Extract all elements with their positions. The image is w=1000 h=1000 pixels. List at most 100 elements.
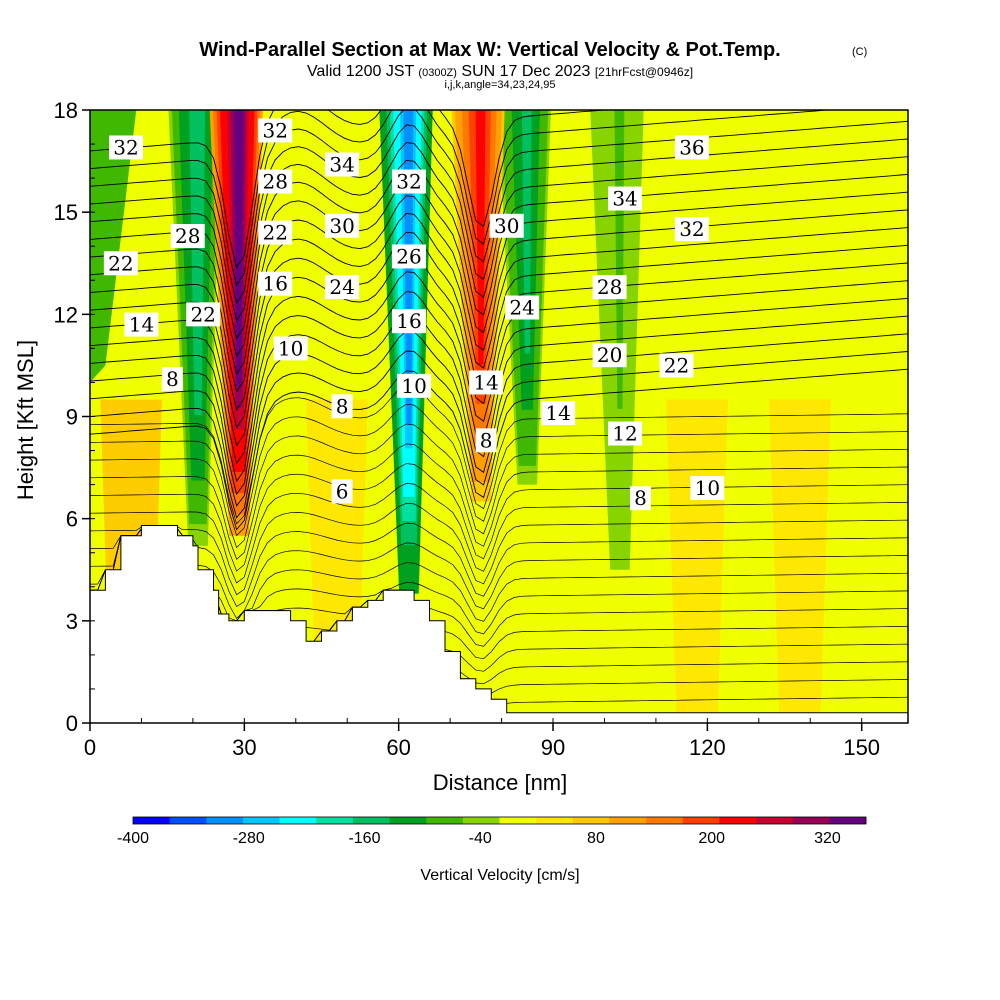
colorbar-swatch <box>829 817 867 824</box>
isentrope-15 <box>90 403 908 537</box>
contour-label-text: 12 <box>612 422 637 446</box>
colorbar-swatch <box>169 817 207 824</box>
contour-label-text: 22 <box>108 251 133 275</box>
colorbar-swatch <box>572 817 610 824</box>
velocity-band-u1-7 <box>475 110 486 365</box>
isentrope-27 <box>90 177 908 376</box>
contour-label-17: 26 <box>391 244 426 269</box>
velocity-band-d3-7 <box>614 110 625 409</box>
contour-label-9: 16 <box>258 271 293 296</box>
isentrope-32 <box>90 110 833 287</box>
isentrope-33 <box>90 110 611 269</box>
contour-label-10: 10 <box>273 336 308 361</box>
contour-label-text: 10 <box>401 374 426 398</box>
colorbar-swatch <box>426 817 464 824</box>
colorbar-tick-label: -280 <box>233 830 265 847</box>
contour-label-11: 34 <box>325 152 360 177</box>
contour-label-12: 30 <box>325 213 360 238</box>
y-tick-label: 3 <box>66 609 78 634</box>
colorbar-swatch <box>279 817 317 824</box>
contour-label-text: 28 <box>175 224 200 248</box>
contour-label-27: 12 <box>608 421 643 446</box>
contour-label-31: 36 <box>674 135 709 160</box>
x-tick-label: 0 <box>84 735 96 760</box>
colorbar-tick-label: -400 <box>117 830 149 847</box>
contour-label-33: 10 <box>690 476 725 501</box>
chart-params: i,j,k,angle=34,23,24,95 <box>444 79 555 91</box>
isentrope-26 <box>90 195 908 393</box>
x-tick-label: 90 <box>541 735 565 760</box>
colorbar-swatch <box>646 817 684 824</box>
contour-label-text: 10 <box>278 336 303 360</box>
x-tick-label: 30 <box>232 735 256 760</box>
colorbar-tick-label: -160 <box>348 830 380 847</box>
colorbar-swatch <box>352 817 390 824</box>
contour-label-23: 8 <box>475 428 497 453</box>
x-tick-label: 120 <box>689 735 726 760</box>
contour-label-text: 16 <box>262 272 287 296</box>
colorbar-tick-label: 320 <box>814 830 841 847</box>
contour-labels: 32 22 14 8 28 22 32 28 22 16 10 34 30 24 8 6 32 26 16 10 30 2… <box>103 118 725 511</box>
contour-label-22: 14 <box>469 370 504 395</box>
colorbar-tick-label: -40 <box>469 830 492 847</box>
contour-label-30: 32 <box>674 217 709 242</box>
contour-label-text: 32 <box>679 217 704 241</box>
x-tick-label: 60 <box>386 735 410 760</box>
contour-label-16: 32 <box>391 169 426 194</box>
contour-label-text: 32 <box>396 170 421 194</box>
isentrope-13 <box>90 443 908 560</box>
chart-title: Wind-Parallel Section at Max W: Vertical… <box>199 39 780 61</box>
contour-label-text: 22 <box>190 302 215 326</box>
isentrope-23 <box>90 251 908 447</box>
isentrope-8 <box>90 525 908 619</box>
isentrope-31 <box>90 110 908 305</box>
x-tick-label: 150 <box>843 735 880 760</box>
colorbar-swatch <box>719 817 757 824</box>
contour-label-13: 24 <box>325 275 360 300</box>
colorbar-swatch <box>462 817 500 824</box>
isentrope-16 <box>90 384 908 525</box>
weak-swath-3 <box>769 399 831 717</box>
colorbar-swatch <box>792 817 830 824</box>
colorbar-tick-label: 200 <box>698 830 725 847</box>
colorbar-frame <box>132 816 867 825</box>
isentrope-25 <box>90 212 908 411</box>
contour-label-0: 32 <box>109 135 144 160</box>
copyright-mark: (C) <box>852 46 867 58</box>
contour-label-text: 8 <box>166 367 179 391</box>
contour-label-25: 28 <box>592 275 627 300</box>
isentrope-14 <box>90 423 908 549</box>
contour-label-1: 22 <box>103 251 138 276</box>
isentrope-30 <box>90 124 908 322</box>
y-tick-label: 15 <box>54 200 78 225</box>
contour-label-29: 34 <box>608 186 643 211</box>
weak-swath-4 <box>830 399 893 717</box>
colorbar-swatch <box>609 817 647 824</box>
contour-label-text: 34 <box>612 187 637 211</box>
colorbar: -400 -280 -160 -40 80 200 320 <box>117 816 867 847</box>
contour-label-text: 14 <box>473 370 498 394</box>
contour-label-20: 30 <box>489 213 524 238</box>
contour-label-18: 16 <box>391 309 426 334</box>
isentrope-28 <box>90 159 908 358</box>
y-tick-label: 9 <box>66 405 78 430</box>
colorbar-swatch <box>536 817 574 824</box>
contour-label-24: 14 <box>541 401 576 426</box>
contour-label-text: 26 <box>396 244 421 268</box>
contour-label-text: 24 <box>509 296 534 320</box>
contour-label-text: 16 <box>396 309 421 333</box>
contour-label-text: 8 <box>480 428 493 452</box>
colorbar-swatch <box>756 817 793 824</box>
isentrope-18 <box>90 350 908 519</box>
isentrope-17 <box>90 368 908 531</box>
contour-label-text: 22 <box>664 353 689 377</box>
contour-label-text: 10 <box>695 476 720 500</box>
contour-label-text: 20 <box>597 343 622 367</box>
isentrope-10 <box>90 502 908 596</box>
contour-label-5: 22 <box>186 302 221 327</box>
contour-label-text: 8 <box>634 486 647 510</box>
contour-label-6: 32 <box>258 118 293 143</box>
contour-label-text: 30 <box>494 214 519 238</box>
